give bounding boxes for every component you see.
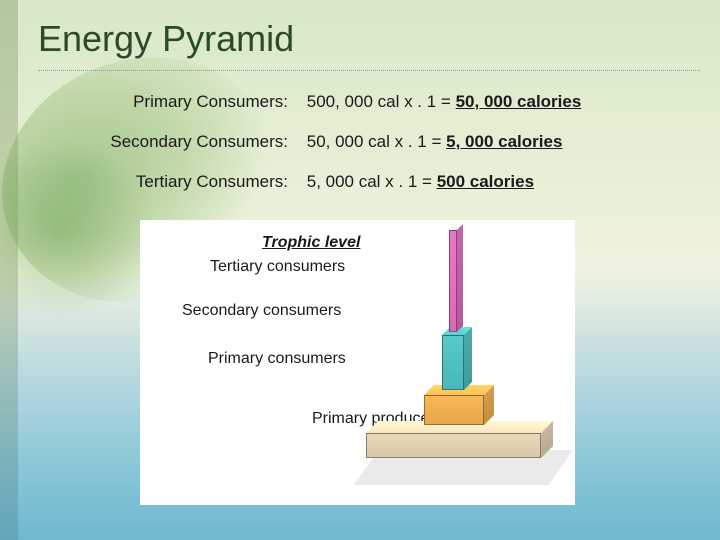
block-primary-consumers [424,395,484,425]
row-value: 50, 000 cal x . 1 = 5, 000 calories [307,132,563,151]
slide-title: Energy Pyramid [38,18,294,60]
pyramid-diagram: Trophic level Tertiary consumers Seconda… [140,220,575,505]
block-secondary-consumers [442,335,464,390]
row-value: 500, 000 cal x . 1 = 50, 000 calories [307,92,582,111]
row-label: Primary Consumers: [0,92,288,112]
block-primary-producers [366,433,541,458]
block-secondary-consumers-side [464,327,472,390]
label-tertiary: Tertiary consumers [210,258,345,276]
title-divider [38,70,700,71]
label-primary-consumers: Primary consumers [208,350,346,368]
label-secondary: Secondary consumers [182,302,341,320]
row-primary-consumers: Primary Consumers: 500, 000 cal x . 1 = … [0,92,581,112]
row-secondary-consumers: Secondary Consumers: 50, 000 cal x . 1 =… [0,132,562,152]
block-tertiary-side [457,224,463,332]
row-value: 5, 000 cal x . 1 = 500 calories [307,172,534,191]
row-label: Tertiary Consumers: [0,172,288,192]
pyramid-blocks [372,235,572,490]
row-label: Secondary Consumers: [0,132,288,152]
block-tertiary [449,230,457,332]
diagram-heading: Trophic level [262,234,360,252]
row-tertiary-consumers: Tertiary Consumers: 5, 000 cal x . 1 = 5… [0,172,534,192]
